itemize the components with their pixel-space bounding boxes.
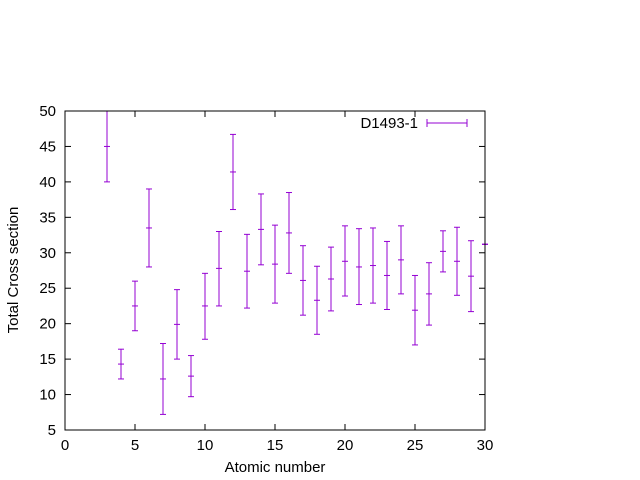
data-point-z6 xyxy=(146,188,152,268)
legend: D1493-1 xyxy=(360,115,468,132)
data-point-z23 xyxy=(384,240,390,310)
y-tick-label-50: 50 xyxy=(39,103,56,120)
x-axis-label: Atomic number xyxy=(225,459,326,476)
data-point-z18 xyxy=(314,265,320,335)
y-tick-label-30: 30 xyxy=(39,245,56,262)
data-point-z7 xyxy=(160,343,166,415)
data-point-z4 xyxy=(118,348,124,380)
data-point-z17 xyxy=(300,245,306,316)
y-tick-label-5: 5 xyxy=(48,422,56,439)
x-tick-label-25: 25 xyxy=(407,437,424,454)
data-point-z27 xyxy=(440,230,446,273)
y-tick-label-35: 35 xyxy=(39,209,56,226)
x-tick-label-20: 20 xyxy=(337,437,354,454)
x-tick-label-5: 5 xyxy=(131,437,139,454)
data-point-z20 xyxy=(342,225,348,297)
data-point-z3 xyxy=(104,110,110,183)
y-tick-label-45: 45 xyxy=(39,138,56,155)
data-point-z15 xyxy=(272,224,278,304)
data-point-z9 xyxy=(188,355,194,398)
series-layer xyxy=(104,110,488,415)
data-point-z8 xyxy=(174,289,180,360)
data-point-z22 xyxy=(370,227,376,304)
y-tick-label-10: 10 xyxy=(39,387,56,404)
data-point-z28 xyxy=(454,226,460,296)
y-tick-label-15: 15 xyxy=(39,351,56,368)
data-point-z21 xyxy=(356,228,362,306)
y-tick-label-20: 20 xyxy=(39,316,56,333)
data-point-z26 xyxy=(426,262,432,326)
y-tick-label-40: 40 xyxy=(39,174,56,191)
data-point-z19 xyxy=(328,246,334,312)
x-tick-label-30: 30 xyxy=(477,437,494,454)
x-tick-label-0: 0 xyxy=(61,437,69,454)
x-tick-label-15: 15 xyxy=(267,437,284,454)
data-point-z14 xyxy=(258,193,264,266)
data-point-z10 xyxy=(202,272,208,340)
data-point-z11 xyxy=(216,231,222,307)
y-tick-label-25: 25 xyxy=(39,280,56,297)
x-tick-label-10: 10 xyxy=(197,437,214,454)
data-point-z29 xyxy=(468,240,474,313)
ticks-layer xyxy=(64,110,486,431)
data-point-z24 xyxy=(398,225,404,295)
series-0 xyxy=(104,110,488,415)
data-point-z25 xyxy=(412,274,418,346)
data-point-z12 xyxy=(230,133,236,211)
data-point-z16 xyxy=(286,192,292,274)
legend-label-d1493-1: D1493-1 xyxy=(360,115,418,132)
y-axis-label: Total Cross section xyxy=(5,207,22,334)
data-point-z13 xyxy=(244,233,250,309)
data-point-z5 xyxy=(132,280,138,332)
